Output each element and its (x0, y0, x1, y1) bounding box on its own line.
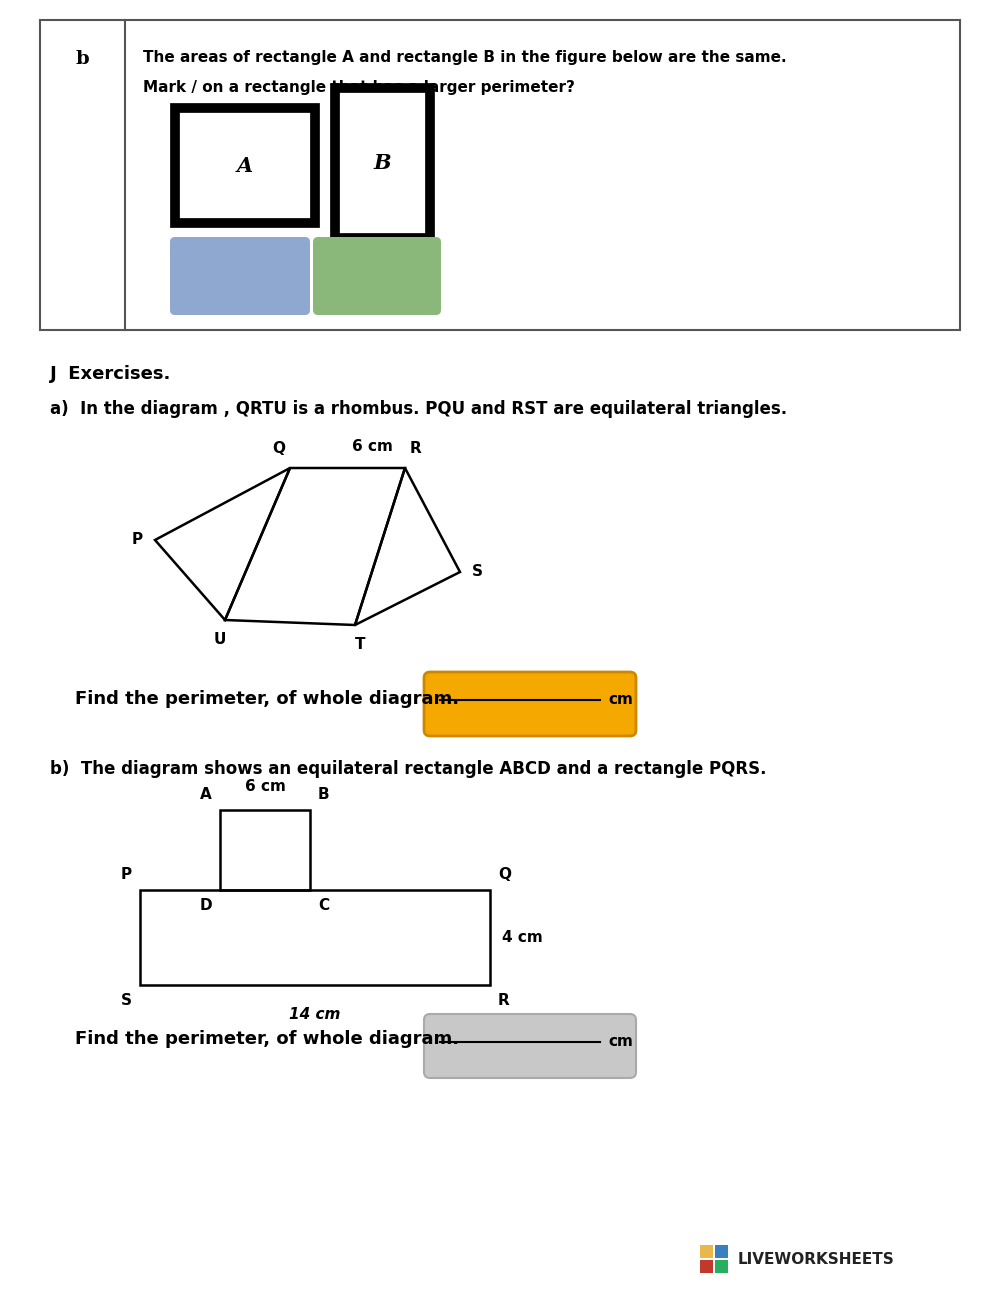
Text: S: S (121, 993, 132, 1008)
FancyBboxPatch shape (700, 1260, 713, 1273)
Text: U: U (214, 633, 226, 647)
FancyBboxPatch shape (700, 1245, 713, 1257)
FancyBboxPatch shape (335, 88, 430, 238)
Text: R: R (498, 993, 510, 1008)
FancyBboxPatch shape (170, 238, 310, 315)
Text: P: P (121, 868, 132, 882)
Text: 4 cm: 4 cm (502, 930, 543, 945)
Text: b)  The diagram shows an equilateral rectangle ABCD and a rectangle PQRS.: b) The diagram shows an equilateral rect… (50, 760, 767, 778)
Text: R: R (410, 442, 422, 456)
FancyBboxPatch shape (715, 1245, 728, 1257)
Text: Mark / on a rectangle that has a larger perimeter?: Mark / on a rectangle that has a larger … (143, 80, 575, 96)
Text: 14 cm: 14 cm (289, 1007, 341, 1022)
Text: 6 cm: 6 cm (245, 778, 285, 794)
Text: 6 cm: 6 cm (352, 439, 393, 454)
Text: A: A (237, 155, 253, 176)
Text: J  Exercises.: J Exercises. (50, 365, 171, 383)
Text: P: P (132, 532, 143, 547)
Text: B: B (318, 788, 330, 802)
Text: LIVEWORKSHEETS: LIVEWORKSHEETS (738, 1252, 895, 1268)
Text: a)  In the diagram , QRTU is a rhombus. PQU and RST are equilateral triangles.: a) In the diagram , QRTU is a rhombus. P… (50, 400, 787, 418)
Text: S: S (472, 564, 483, 580)
Text: A: A (200, 788, 212, 802)
Text: T: T (355, 636, 365, 652)
Text: B: B (374, 154, 391, 173)
Text: cm: cm (608, 1034, 633, 1050)
Text: C: C (318, 899, 329, 913)
FancyBboxPatch shape (175, 108, 315, 223)
Text: Q: Q (272, 442, 285, 456)
Text: cm: cm (608, 692, 633, 707)
Text: Find the perimeter, of whole diagram.: Find the perimeter, of whole diagram. (75, 689, 459, 707)
Text: D: D (199, 899, 212, 913)
FancyBboxPatch shape (313, 238, 441, 315)
Text: The areas of rectangle A and rectangle B in the figure below are the same.: The areas of rectangle A and rectangle B… (143, 50, 787, 65)
FancyBboxPatch shape (715, 1260, 728, 1273)
FancyBboxPatch shape (424, 673, 636, 736)
Text: Find the perimeter, of whole diagram.: Find the perimeter, of whole diagram. (75, 1030, 459, 1048)
Text: b: b (76, 50, 89, 68)
Text: Q: Q (498, 868, 511, 882)
FancyBboxPatch shape (424, 1013, 636, 1078)
